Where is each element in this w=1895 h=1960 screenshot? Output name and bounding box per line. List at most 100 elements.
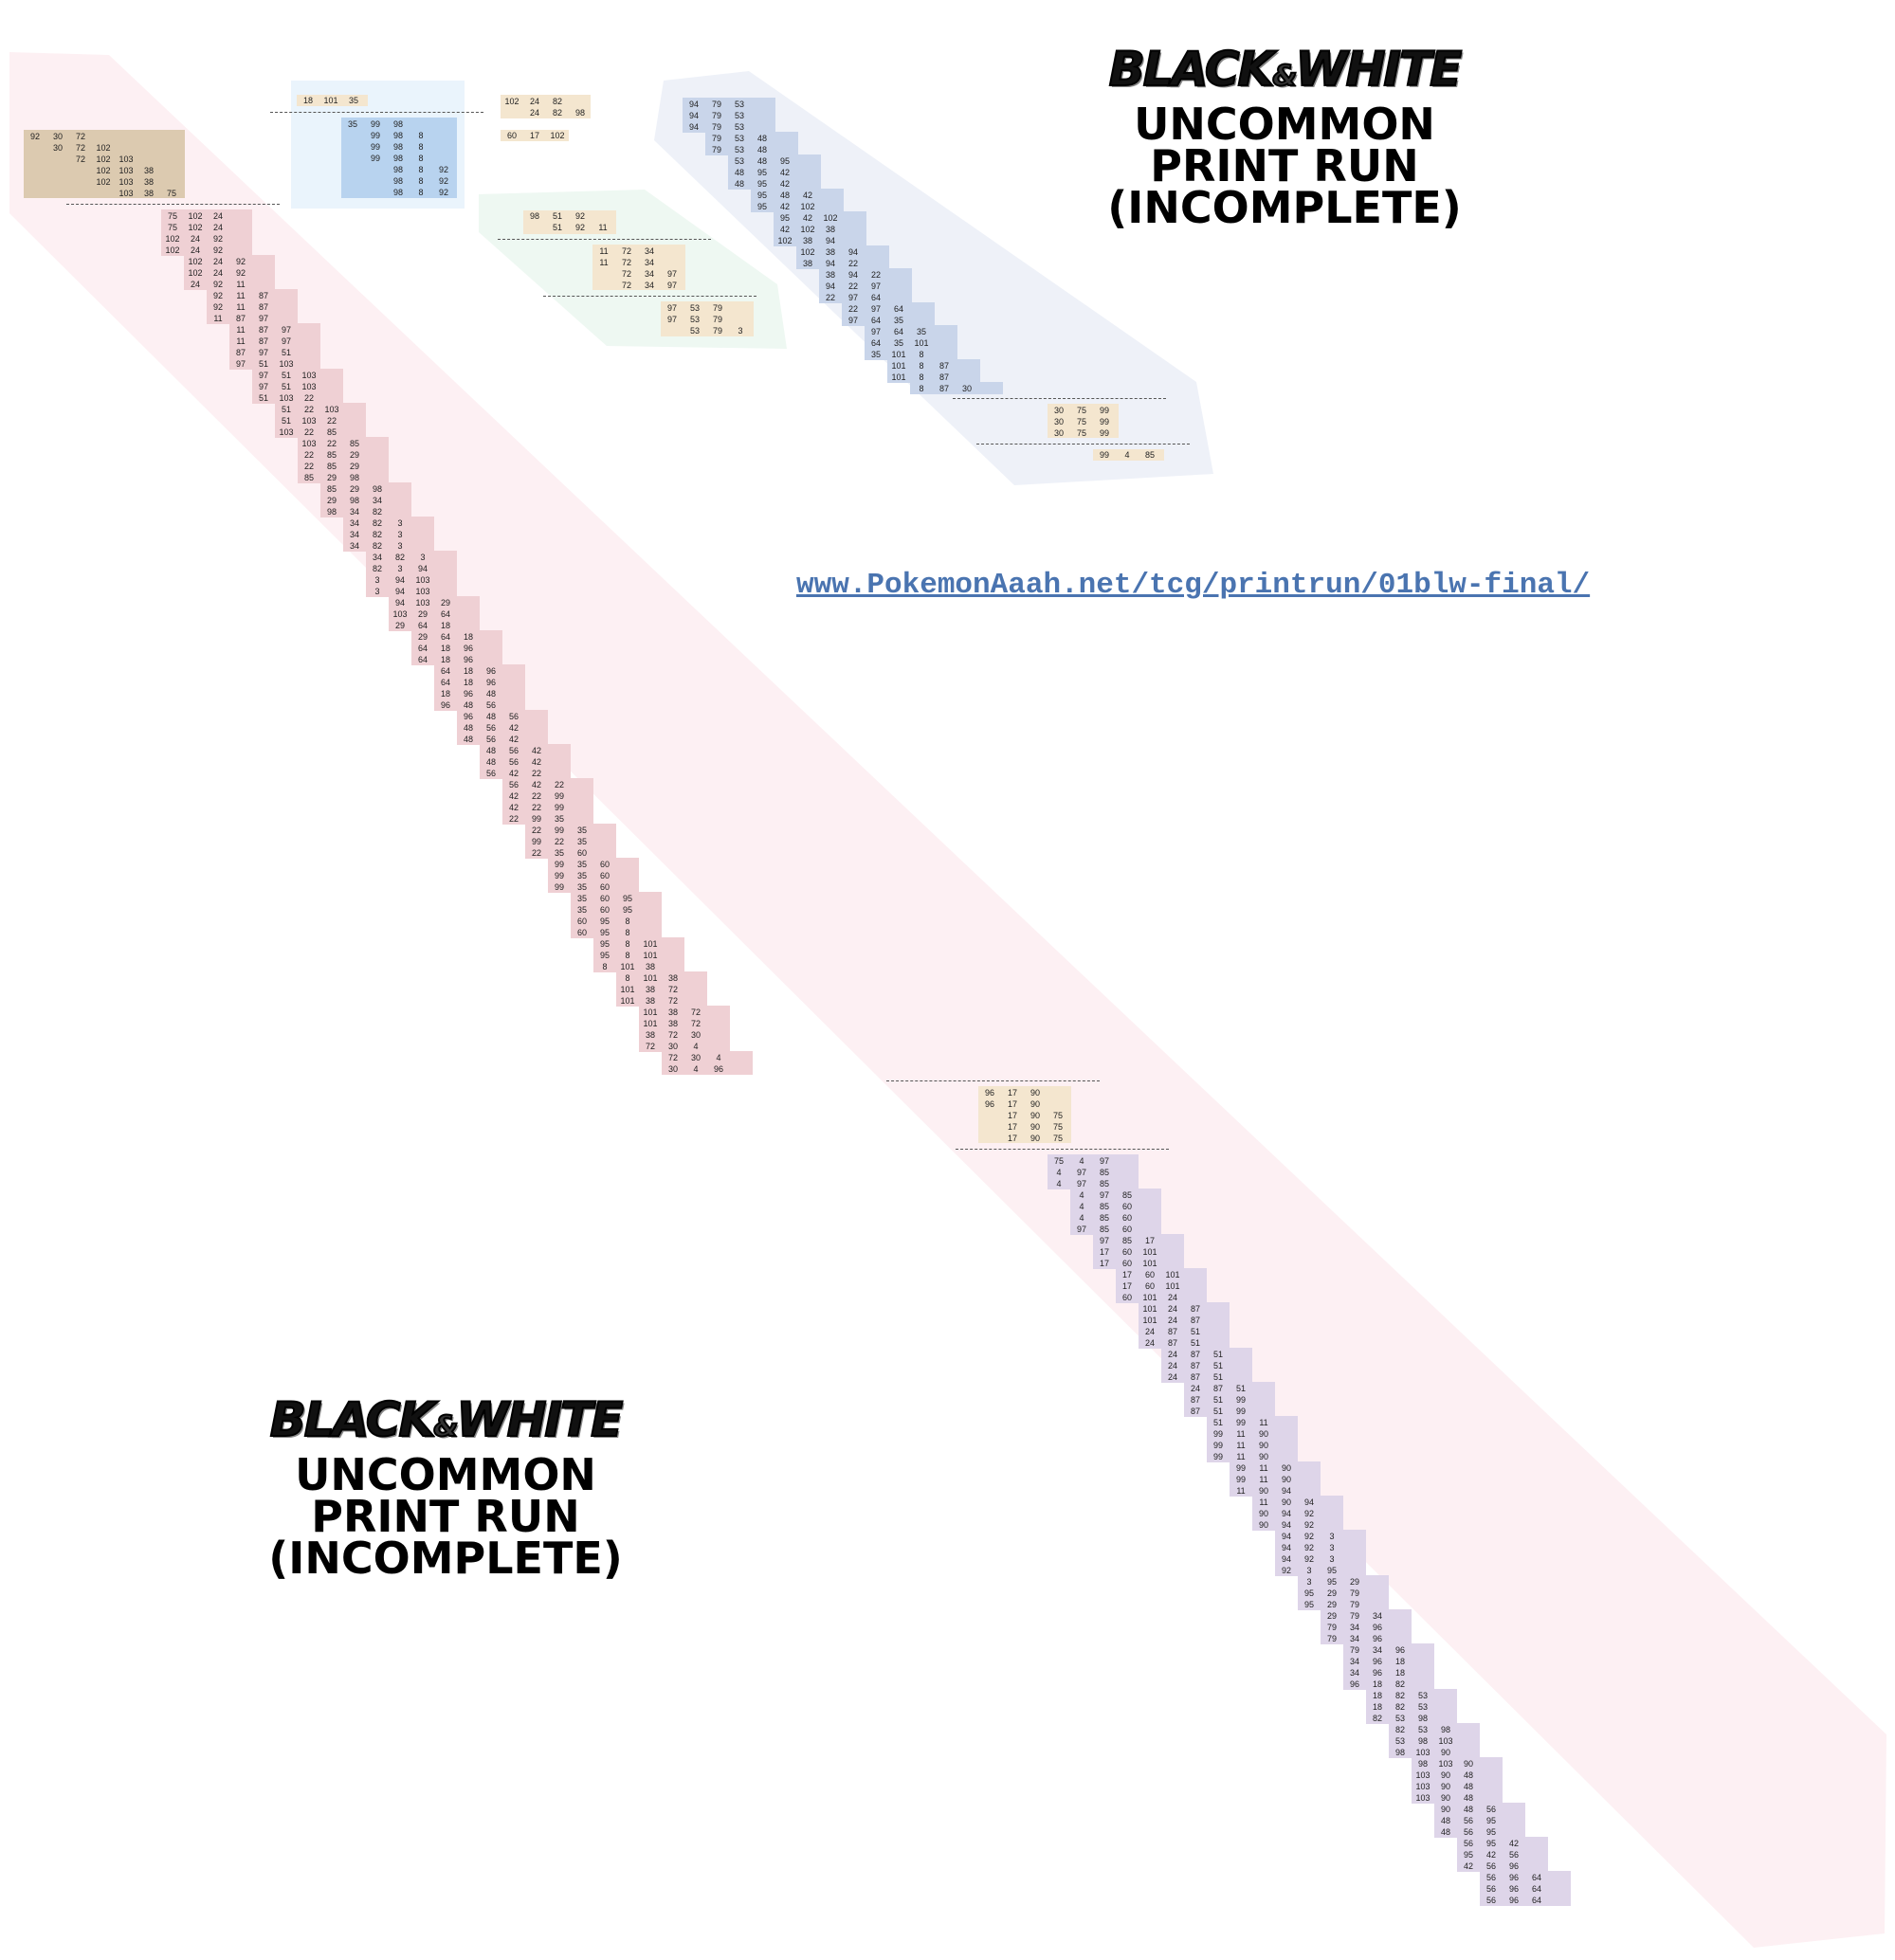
card-number: 4 bbox=[1079, 1156, 1084, 1166]
card-number: 51 bbox=[1212, 1395, 1223, 1405]
card-number: 85 bbox=[1099, 1179, 1109, 1189]
card-number: 98 bbox=[349, 496, 359, 505]
card-number: 75 bbox=[1052, 1122, 1063, 1132]
card-number: 8 bbox=[625, 939, 630, 949]
card-number: 29 bbox=[1349, 1577, 1359, 1587]
card-number: 72 bbox=[667, 985, 678, 994]
card-number: 17 bbox=[1007, 1088, 1017, 1098]
card-number: 102 bbox=[777, 236, 793, 245]
card-number: 99 bbox=[1235, 1463, 1246, 1473]
card-number: 96 bbox=[984, 1099, 994, 1109]
purple-block bbox=[1070, 1189, 1161, 1235]
card-number: 96 bbox=[1508, 1884, 1519, 1894]
divider-line bbox=[956, 1149, 1169, 1150]
card-number: 64 bbox=[870, 316, 881, 325]
card-number: 98 bbox=[392, 165, 403, 174]
card-number: 90 bbox=[1281, 1475, 1291, 1484]
card-number: 3 bbox=[1306, 1566, 1312, 1575]
card-number: 34 bbox=[349, 507, 359, 517]
card-number: 96 bbox=[1394, 1645, 1405, 1655]
card-number: 82 bbox=[372, 564, 382, 573]
card-number: 34 bbox=[1349, 1668, 1359, 1678]
card-number: 87 bbox=[938, 384, 949, 393]
card-number: 35 bbox=[576, 871, 587, 880]
card-number: 60 bbox=[599, 894, 610, 903]
card-number: 79 bbox=[711, 122, 721, 132]
card-number: 35 bbox=[554, 848, 564, 858]
card-number: 11 bbox=[1259, 1418, 1268, 1427]
card-number: 75 bbox=[1052, 1134, 1063, 1143]
card-number: 38 bbox=[667, 1007, 678, 1017]
card-number: 96 bbox=[1372, 1634, 1382, 1643]
card-number: 38 bbox=[802, 236, 812, 245]
card-number: 34 bbox=[644, 246, 654, 256]
card-number: 92 bbox=[1303, 1532, 1314, 1541]
pink-block bbox=[662, 1051, 753, 1075]
card-number: 8 bbox=[418, 188, 424, 197]
subtitle-line1: UNCOMMON bbox=[295, 1449, 596, 1500]
card-number: 30 bbox=[1053, 428, 1064, 438]
card-number: 51 bbox=[281, 348, 291, 357]
card-number: 87 bbox=[258, 302, 268, 312]
card-number: 8 bbox=[625, 973, 630, 983]
card-number: 11 bbox=[236, 291, 246, 300]
card-number: 90 bbox=[1258, 1520, 1268, 1530]
card-number: 8 bbox=[418, 154, 424, 163]
card-number: 99 bbox=[531, 814, 541, 824]
card-number: 98 bbox=[1440, 1725, 1450, 1734]
card-number: 92 bbox=[1303, 1554, 1314, 1564]
subtitle-line2: PRINT RUN bbox=[1150, 140, 1419, 191]
purple-block bbox=[1139, 1302, 1230, 1349]
card-number: 48 bbox=[756, 134, 767, 143]
card-number: 102 bbox=[800, 247, 815, 257]
card-number: 101 bbox=[620, 985, 635, 994]
card-number: 99 bbox=[554, 860, 564, 869]
card-number: 56 bbox=[485, 700, 496, 710]
card-number: 53 bbox=[689, 315, 700, 324]
card-number: 98 bbox=[392, 119, 403, 129]
card-number: 18 bbox=[1372, 1702, 1382, 1712]
source-url-link[interactable]: www.PokemonAaah.net/tcg/printrun/01blw-f… bbox=[796, 569, 1591, 602]
card-number: 102 bbox=[800, 225, 815, 234]
card-number: 56 bbox=[1463, 1839, 1473, 1848]
card-number: 101 bbox=[1165, 1270, 1180, 1279]
card-number: 60 bbox=[1121, 1259, 1132, 1268]
card-number: 101 bbox=[643, 939, 658, 949]
card-number: 22 bbox=[303, 405, 314, 414]
card-number: 38 bbox=[825, 270, 835, 280]
card-number: 64 bbox=[440, 666, 450, 676]
card-number: 29 bbox=[417, 609, 428, 619]
card-number: 11 bbox=[1259, 1497, 1268, 1507]
card-number: 87 bbox=[1190, 1316, 1200, 1325]
card-number: 64 bbox=[417, 644, 428, 653]
card-number: 24 bbox=[1167, 1304, 1177, 1314]
card-number: 42 bbox=[508, 769, 519, 778]
card-number: 97 bbox=[281, 336, 291, 346]
pink-block bbox=[275, 403, 366, 438]
card-number: 87 bbox=[1167, 1338, 1177, 1348]
card-number: 56 bbox=[1463, 1827, 1473, 1837]
card-number: 95 bbox=[1326, 1577, 1337, 1587]
card-number: 90 bbox=[1029, 1122, 1040, 1132]
card-number: 94 bbox=[825, 236, 835, 245]
card-number: 38 bbox=[825, 247, 835, 257]
card-number: 35 bbox=[893, 338, 903, 348]
card-number: 4 bbox=[1079, 1202, 1084, 1211]
card-number: 79 bbox=[711, 134, 721, 143]
card-number: 85 bbox=[1099, 1168, 1109, 1177]
card-number: 97 bbox=[235, 359, 246, 369]
card-number: 99 bbox=[1235, 1475, 1246, 1484]
card-number: 11 bbox=[1236, 1441, 1246, 1450]
card-number: 42 bbox=[802, 191, 812, 200]
card-number: 8 bbox=[418, 176, 424, 186]
card-number: 22 bbox=[303, 427, 314, 437]
card-number: 72 bbox=[690, 1019, 701, 1028]
card-number: 60 bbox=[1121, 1293, 1132, 1302]
card-number: 102 bbox=[96, 143, 111, 153]
card-number: 92 bbox=[1303, 1543, 1314, 1552]
card-number: 38 bbox=[802, 259, 812, 268]
card-number: 17 bbox=[1007, 1134, 1017, 1143]
card-number: 82 bbox=[552, 108, 562, 118]
card-number: 11 bbox=[1236, 1429, 1246, 1439]
blue-header-block bbox=[297, 95, 368, 106]
